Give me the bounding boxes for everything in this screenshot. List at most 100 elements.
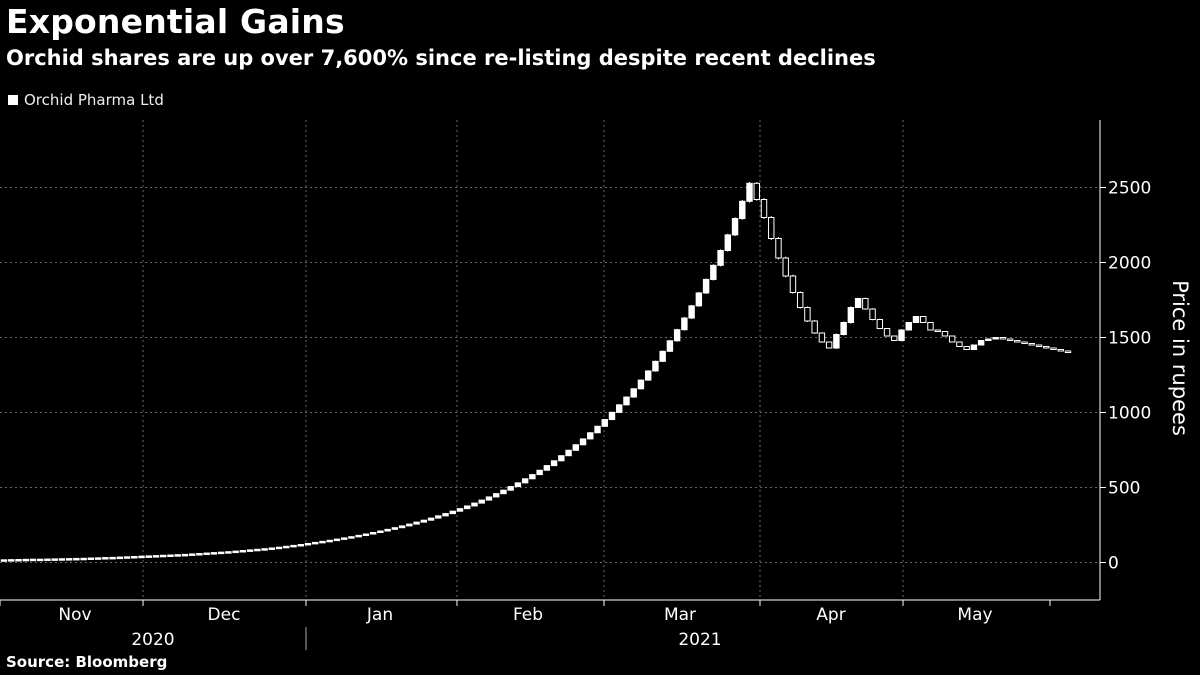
x-tick-label: Mar [664, 605, 696, 625]
candle-body [912, 316, 920, 323]
legend-swatch [8, 95, 18, 105]
candle-body [485, 496, 493, 501]
x-tick-label: May [957, 605, 992, 625]
y-tick-label: 2500 [1108, 179, 1151, 199]
candle-body [760, 199, 768, 218]
candle-body [1050, 347, 1057, 350]
candle-body [558, 455, 565, 462]
y-axis: 0 500 1000 1500 2000 2500 [1099, 120, 1151, 600]
candle-body [673, 329, 681, 342]
candle-body [116, 556, 124, 560]
candle-body [1006, 338, 1014, 341]
y-tick-label: 1000 [1108, 404, 1151, 424]
candle-body [840, 322, 847, 335]
candle-body [232, 550, 239, 554]
candle-body [999, 337, 1007, 340]
candle-body [268, 547, 276, 550]
candle-body [536, 469, 543, 476]
candle-body [746, 182, 753, 202]
candle-body [630, 388, 637, 398]
x-tick-label: Nov [58, 605, 91, 625]
candle-body [283, 545, 290, 549]
candle-body [65, 558, 73, 561]
candle-body [138, 555, 145, 559]
candle-body [261, 548, 268, 551]
candle-body [275, 546, 283, 550]
candle-body [594, 425, 601, 434]
candle-body [254, 548, 261, 552]
candle-body [796, 292, 804, 308]
x-tick-label: Apr [816, 605, 845, 625]
candle-body [109, 556, 116, 560]
candle-body [514, 482, 522, 488]
candle-body [22, 558, 29, 562]
candle-body [608, 411, 616, 421]
legend-label: Orchid Pharma Ltd [24, 91, 164, 109]
candle-body [174, 554, 181, 557]
candle-body [818, 332, 826, 343]
x-tick-label: Jan [366, 605, 393, 625]
candle-body [768, 217, 775, 239]
candle-body [1057, 349, 1064, 352]
candle-body [1028, 343, 1036, 346]
candle-body [572, 444, 580, 451]
candle-body [920, 316, 927, 323]
y-tick-label: 1500 [1108, 329, 1151, 349]
candle-body [963, 346, 970, 350]
candle-body [391, 527, 399, 530]
candle-body [876, 319, 884, 329]
candle-body [724, 234, 732, 251]
candle-body [8, 559, 15, 562]
chart-title: Exponential Gains [6, 2, 345, 41]
candle-body [181, 553, 189, 557]
candle-body [348, 536, 355, 539]
candle-body [941, 331, 949, 337]
candle-body [80, 557, 87, 561]
candle-body [131, 556, 138, 559]
candle-body [384, 528, 391, 532]
candle-body [688, 305, 695, 319]
candle-body [203, 552, 210, 556]
candle-body [87, 557, 95, 560]
candle-body [811, 320, 818, 334]
y-tick-label: 0 [1108, 554, 1119, 574]
candle-body [58, 558, 66, 561]
candle-body [44, 558, 51, 562]
candle-body [652, 360, 659, 372]
chart-subtitle: Orchid shares are up over 7,600% since r… [6, 46, 876, 70]
x-tick-label: Feb [513, 605, 543, 625]
candle-body [427, 517, 435, 521]
candle-body [406, 523, 413, 527]
candle-body [869, 308, 876, 320]
candle-body [825, 341, 833, 349]
y-tick-label: 500 [1108, 479, 1140, 499]
candle-body [1014, 340, 1021, 343]
candle-body [464, 505, 471, 510]
candle-body [188, 553, 196, 556]
candle-body [637, 379, 645, 390]
candle-body [435, 515, 442, 519]
candle-body [565, 449, 572, 457]
candle-body [731, 218, 739, 236]
candle-body [73, 557, 80, 561]
candle-body [623, 396, 630, 406]
candle-body [948, 335, 956, 343]
candle-body [145, 555, 152, 558]
candle-body [398, 525, 406, 529]
candle-body [681, 317, 688, 331]
candle-body [659, 350, 666, 362]
x-tick-label: Dec [208, 605, 241, 625]
candle-body [297, 544, 304, 547]
candle-body [123, 556, 131, 559]
candle-body [898, 329, 905, 341]
candle-body [804, 307, 811, 322]
candle-body [290, 544, 297, 548]
candle-body [862, 298, 869, 310]
candle-body [587, 432, 594, 440]
candle-body [362, 533, 370, 536]
candle-body [36, 558, 44, 562]
candle-body [985, 338, 992, 341]
candle-body [977, 340, 985, 346]
candle-body [782, 257, 789, 277]
candle-body [550, 460, 558, 467]
